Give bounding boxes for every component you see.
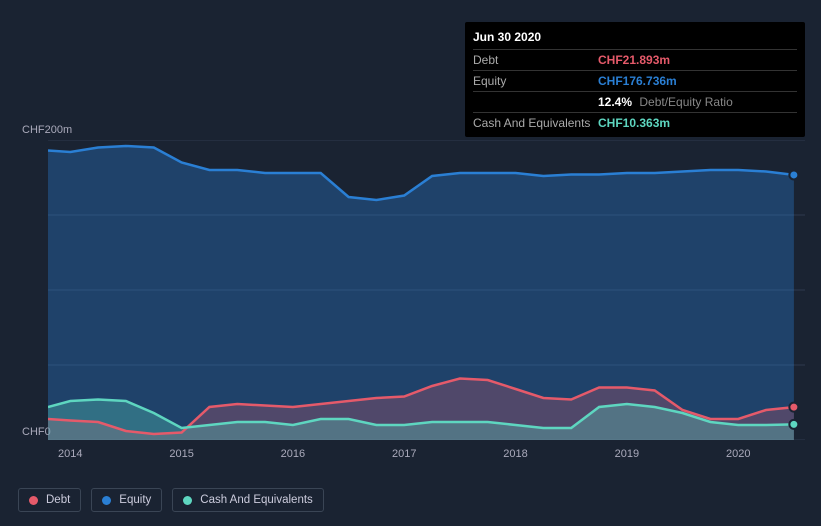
legend-swatch (29, 496, 38, 505)
series-marker-equity (789, 170, 798, 179)
tooltip-row-value: CHF10.363m (598, 116, 670, 130)
tooltip-row-label (473, 95, 598, 109)
legend-label: Cash And Equivalents (200, 494, 313, 506)
legend-label: Equity (119, 494, 151, 506)
x-axis-tick-label: 2014 (58, 448, 82, 460)
tooltip-date: Jun 30 2020 (473, 26, 797, 49)
tooltip-row: Cash And EquivalentsCHF10.363m (473, 112, 797, 133)
debt-equity-chart (48, 140, 805, 440)
series-marker-debt (789, 403, 798, 412)
tooltip-row-value: CHF21.893m (598, 53, 670, 67)
chart-tooltip: Jun 30 2020 DebtCHF21.893mEquityCHF176.7… (465, 22, 805, 137)
tooltip-row-sublabel: Debt/Equity Ratio (636, 95, 733, 109)
legend-swatch (183, 496, 192, 505)
x-axis-tick-label: 2020 (726, 448, 750, 460)
x-axis-tick-label: 2017 (392, 448, 416, 460)
legend-swatch (102, 496, 111, 505)
series-marker-cash (789, 420, 798, 429)
y-axis-max-label: CHF200m (22, 124, 72, 136)
x-axis-tick-label: 2018 (503, 448, 527, 460)
legend-item-debt[interactable]: Debt (18, 488, 81, 512)
tooltip-row-label: Debt (473, 53, 598, 67)
legend-label: Debt (46, 494, 70, 506)
x-axis-tick-label: 2019 (615, 448, 639, 460)
tooltip-row-label: Cash And Equivalents (473, 116, 598, 130)
x-axis-tick-label: 2016 (281, 448, 305, 460)
x-axis-tick-label: 2015 (169, 448, 193, 460)
chart-legend: Debt Equity Cash And Equivalents (18, 488, 324, 512)
tooltip-row: EquityCHF176.736m (473, 70, 797, 91)
tooltip-row-value: 12.4% Debt/Equity Ratio (598, 95, 733, 109)
tooltip-row-label: Equity (473, 74, 598, 88)
y-axis-min-label: CHF0 (22, 426, 51, 438)
legend-item-cash-and-equivalents[interactable]: Cash And Equivalents (172, 488, 324, 512)
tooltip-row: 12.4% Debt/Equity Ratio (473, 91, 797, 112)
tooltip-row: DebtCHF21.893m (473, 49, 797, 70)
legend-item-equity[interactable]: Equity (91, 488, 162, 512)
tooltip-row-value: CHF176.736m (598, 74, 677, 88)
